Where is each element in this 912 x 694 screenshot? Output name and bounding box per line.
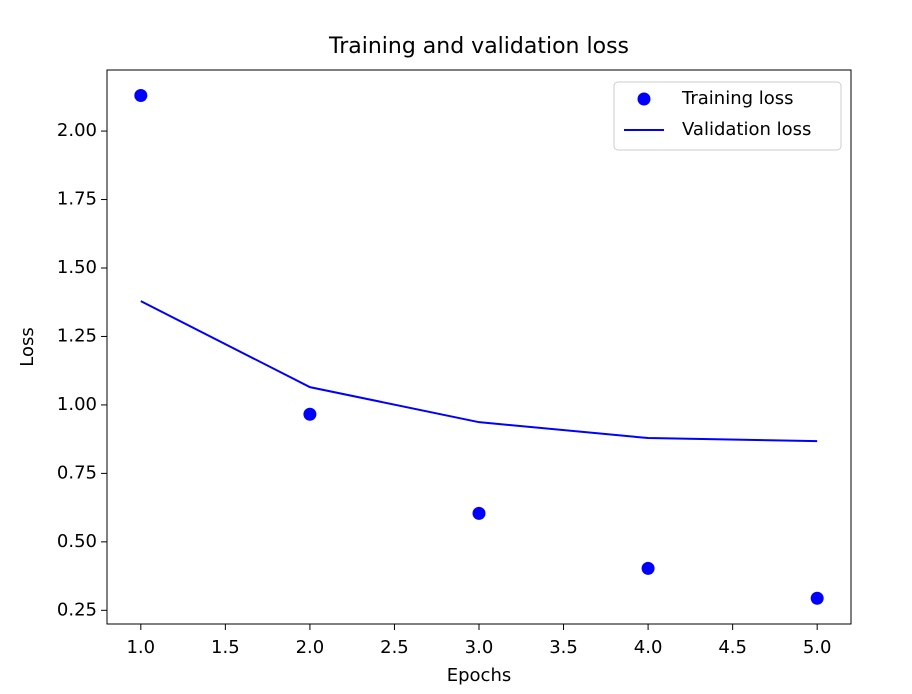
y-axis-label: Loss [17, 327, 38, 366]
x-tick-label: 3.0 [465, 637, 494, 658]
x-tick-label: 4.0 [634, 637, 663, 658]
y-tick-label: 1.50 [57, 257, 97, 278]
legend-label: Validation loss [682, 119, 811, 140]
y-tick-label: 2.00 [57, 120, 97, 141]
x-tick-label: 1.5 [211, 637, 240, 658]
legend-label: Training loss [681, 88, 794, 109]
validation-line [140, 300, 818, 443]
legend-marker [637, 92, 651, 106]
training-point [472, 506, 486, 520]
plot-frame [106, 69, 852, 625]
x-tick-label: 4.5 [718, 637, 747, 658]
chart-title: Training and validation loss [328, 34, 629, 59]
x-tick-label: 2.0 [296, 637, 325, 658]
training-point [303, 407, 317, 421]
y-tick-label: 1.25 [57, 325, 97, 346]
x-tick-label: 2.5 [380, 637, 409, 658]
y-tick-label: 0.25 [57, 599, 97, 620]
x-tick-label: 5.0 [803, 637, 832, 658]
x-tick-label: 1.0 [126, 637, 155, 658]
y-tick-label: 1.00 [57, 394, 97, 415]
training-point [810, 591, 824, 605]
x-axis-label: Epochs [447, 665, 512, 686]
y-tick-label: 1.75 [57, 189, 97, 210]
training-point [134, 88, 148, 102]
y-tick-label: 0.75 [57, 462, 97, 483]
y-tick-label: 0.50 [57, 531, 97, 552]
legend-box [613, 81, 842, 151]
x-tick-label: 3.5 [549, 637, 578, 658]
training-point [641, 561, 655, 575]
